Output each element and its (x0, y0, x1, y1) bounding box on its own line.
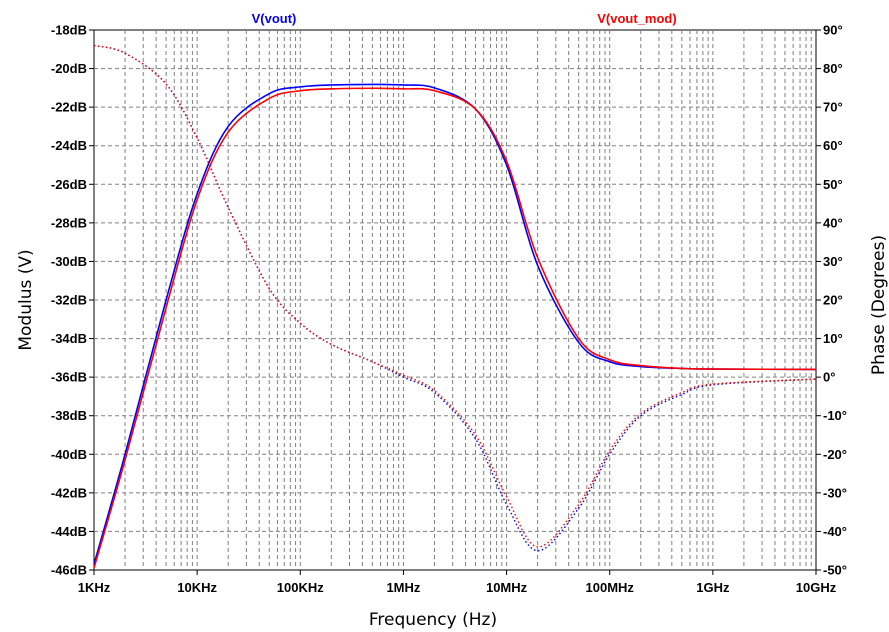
y-right-tick-label: 90° (823, 23, 843, 38)
y-right-tick-label: -20° (823, 447, 847, 462)
y-right-tick-label: 10° (823, 331, 843, 346)
x-tick-label: 100KHz (277, 580, 324, 595)
y-left-tick-label: -20dB (51, 61, 87, 76)
x-tick-label: 1GHz (696, 580, 730, 595)
x-tick-label: 100MHz (586, 580, 635, 595)
y-left-tick-label: -38dB (51, 408, 87, 423)
y-left-tick-label: -28dB (51, 215, 87, 230)
y-left-tick-label: -42dB (51, 485, 87, 500)
y-right-tick-label: 30° (823, 254, 843, 269)
legend: V(vout) V(vout_mod) (252, 11, 677, 26)
y-right-tick-label: -10° (823, 408, 847, 423)
y-left-tick-label: -34dB (51, 331, 87, 346)
legend-vout: V(vout) (252, 11, 297, 26)
y-left-tick-label: -36dB (51, 370, 87, 385)
y-right-tick-label: 60° (823, 138, 843, 153)
series (93, 44, 817, 569)
y-left-tick-label: -46dB (51, 563, 87, 578)
x-tick-label: 10KHz (177, 580, 217, 595)
x-tick-label: 10MHz (486, 580, 528, 595)
phase-line-vout (93, 44, 817, 552)
y-left-tick-label: -32dB (51, 293, 87, 308)
y-right-tick-label: -40° (823, 524, 847, 539)
y-right-tick-label: -50° (823, 563, 847, 578)
y-right-tick-label: 20° (823, 293, 843, 308)
y-left-tick-label: -30dB (51, 254, 87, 269)
y-right-axis-title: Phase (Degrees) (869, 235, 889, 375)
y-left-tick-label: -40dB (51, 447, 87, 462)
y-left-tick-label: -44dB (51, 524, 87, 539)
x-tick-label: 1MHz (386, 580, 420, 595)
grid (94, 30, 816, 570)
y-right-tick-label: 80° (823, 61, 843, 76)
y-left-axis-title: Modulus (V) (16, 249, 36, 350)
y-left-tick-label: -22dB (51, 100, 87, 115)
axis-ticks: -18dB -20dB -22dB -24dB -26dB -28dB -30dB -32dB… (51, 23, 847, 596)
y-right-tick-label: 40° (823, 215, 843, 230)
y-right-tick-label: 50° (823, 177, 843, 192)
y-left-tick-label: -24dB (51, 138, 87, 153)
legend-vout-mod: V(vout_mod) (597, 11, 676, 26)
y-right-tick-label: 70° (823, 100, 843, 115)
x-axis-title: Frequency (Hz) (369, 610, 497, 630)
x-tick-label: 10GHz (796, 580, 837, 595)
y-left-tick-label: -18dB (51, 23, 87, 38)
y-right-tick-label: -30° (823, 485, 847, 500)
y-left-tick-label: -26dB (51, 177, 87, 192)
y-right-tick-label: 0° (823, 370, 835, 385)
x-tick-label: 1KHz (78, 580, 111, 595)
magnitude-line-vout (93, 83, 817, 565)
magnitude-line-vout-mod (93, 87, 817, 569)
